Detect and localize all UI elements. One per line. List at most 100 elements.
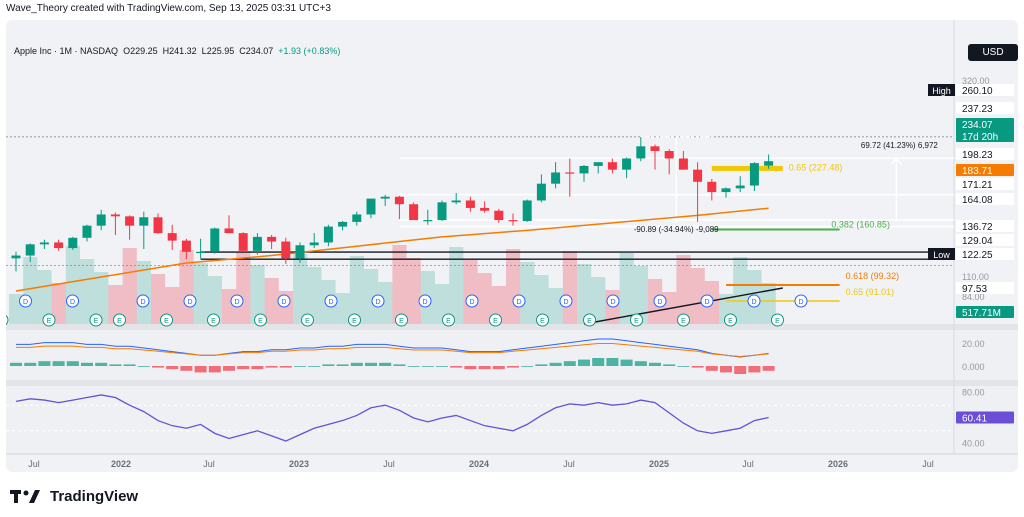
- volume-bar: [733, 257, 748, 324]
- volume-bar: [562, 251, 577, 324]
- volume-bar: [80, 259, 95, 324]
- volume-bar: [392, 245, 407, 324]
- volume-bar: [463, 260, 478, 324]
- event-marker-dividend: [324, 294, 338, 308]
- event-marker-label: E: [634, 318, 639, 325]
- price-tag-countdown: 17d 20h: [962, 132, 998, 143]
- candle-body: [96, 214, 106, 226]
- macd-bar: [691, 366, 704, 368]
- event-marker-dividend: [277, 294, 291, 308]
- open-value: 229.25: [130, 46, 158, 56]
- price-tag-bg: [956, 193, 1014, 205]
- candle-body: [664, 151, 674, 159]
- macd-signal-line: [16, 343, 769, 358]
- candle-body: [650, 146, 660, 151]
- volume-bar: [335, 293, 350, 324]
- event-marker-dividend: [465, 294, 479, 308]
- event-marker-label: D: [469, 299, 474, 306]
- event-marker-label: D: [516, 299, 521, 306]
- macd-bar: [507, 366, 519, 368]
- macd-bar: [208, 366, 221, 373]
- event-marker-label: D: [798, 299, 803, 306]
- event-marker-label: E: [305, 318, 310, 325]
- event-marker-label: E: [399, 318, 404, 325]
- candle-body: [54, 242, 64, 249]
- macd-axis-tick: 0.000: [962, 362, 985, 372]
- event-marker-dividend: [19, 294, 32, 308]
- candle-body: [352, 214, 362, 222]
- price-tag-value: 164.08: [962, 195, 993, 206]
- event-markers: EDEDEEDEDEDEDEDEDEDEDEDEDEDEDEDEDED: [6, 294, 808, 327]
- macd-line: [16, 338, 769, 358]
- candle-body: [139, 217, 149, 226]
- price-tag-bg: [956, 411, 1014, 424]
- volume-fib-upper-label: 0.618 (99.32): [846, 271, 900, 281]
- macd-bar: [24, 362, 37, 366]
- volume-bar: [364, 269, 379, 324]
- volume-bar: [151, 274, 166, 324]
- macd-bar: [535, 364, 548, 366]
- volume-bar: [435, 284, 450, 324]
- event-marker-label: D: [704, 299, 709, 306]
- event-marker-label: E: [681, 318, 686, 325]
- candle-body: [125, 216, 135, 226]
- fib-lower-label: 0.382 (160.85): [831, 220, 890, 230]
- footer-logo[interactable]: TradingView: [10, 484, 138, 508]
- currency-button[interactable]: USD: [968, 44, 1018, 61]
- event-marker-label: D: [70, 299, 75, 306]
- macd-bar: [109, 364, 122, 366]
- volume-bar: [477, 273, 492, 324]
- event-marker-label: D: [140, 299, 145, 306]
- candle-body: [394, 196, 404, 205]
- tradingview-logo-icon: [10, 490, 40, 503]
- event-marker-label: E: [352, 318, 357, 325]
- candle-body: [423, 220, 433, 222]
- macd-bar: [748, 366, 761, 373]
- candle-body: [721, 188, 731, 193]
- macd-bar: [251, 366, 264, 370]
- macd-bar: [194, 366, 207, 373]
- event-marker-label: D: [610, 299, 615, 306]
- volume-bar: [406, 258, 421, 324]
- event-marker-earnings: [89, 313, 103, 327]
- chart-canvas[interactable]: 0.65 (227.48) 0.382 (160.85) 69.72 (41.23%…: [6, 20, 1018, 472]
- volume-bar: [179, 250, 194, 324]
- event-marker-earnings: [6, 314, 9, 326]
- candle-body: [607, 162, 617, 170]
- symbol-name: Apple Inc · 1M · NASDAQ: [14, 46, 119, 56]
- macd-bar: [52, 361, 65, 366]
- macd-bar: [38, 361, 51, 366]
- event-marker-earnings: [395, 313, 408, 327]
- candle-body: [210, 228, 220, 252]
- event-marker-dividend: [559, 294, 573, 308]
- macd-bar: [265, 366, 278, 368]
- event-marker-label: D: [281, 299, 286, 306]
- macd-bar: [606, 358, 619, 366]
- candle-body: [309, 242, 319, 246]
- candle-body: [451, 200, 461, 203]
- candle-body: [749, 163, 759, 186]
- event-marker-earnings: [489, 313, 502, 327]
- event-marker-label: E: [211, 318, 216, 325]
- time-axis-label: 2022: [111, 459, 131, 469]
- macd-bar: [578, 359, 590, 366]
- chart-frame[interactable]: 0.65 (227.48) 0.382 (160.85) 69.72 (41.23%…: [6, 20, 1018, 472]
- candle-body: [323, 226, 333, 243]
- candle-body: [238, 233, 248, 251]
- event-marker-label: E: [446, 318, 451, 325]
- event-marker-label: E: [117, 318, 122, 325]
- upper-range-label: 69.72 (41.23%) 6,972: [861, 141, 938, 150]
- volume-bar: [236, 252, 251, 324]
- candle-body: [267, 236, 277, 242]
- volume-bar: [690, 268, 705, 324]
- macd-bar: [10, 362, 22, 366]
- price-tag-label: Low: [933, 250, 950, 260]
- event-marker-earnings: [160, 313, 173, 327]
- fib-upper-label: 0.65 (227.48): [789, 162, 843, 172]
- price-axis-tick: 110.00: [962, 272, 989, 282]
- candle-body: [522, 200, 532, 221]
- high-label: H: [162, 46, 170, 56]
- volume-bar: [23, 257, 38, 324]
- macd-bar: [365, 362, 377, 366]
- macd-bar: [464, 366, 477, 370]
